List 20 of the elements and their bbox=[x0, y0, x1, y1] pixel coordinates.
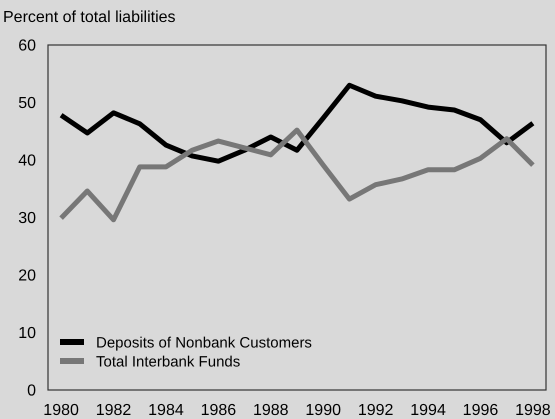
y-tick-label: 50 bbox=[18, 95, 36, 112]
y-tick-label: 0 bbox=[27, 382, 36, 400]
x-tick-label: 1988 bbox=[252, 402, 289, 419]
legend-label: Deposits of Nonbank Customers bbox=[96, 334, 312, 352]
y-tick-label: 30 bbox=[18, 210, 36, 228]
x-tick-label: 1982 bbox=[96, 402, 132, 419]
x-tick-label: 1998 bbox=[515, 402, 551, 419]
legend-label: Total Interbank Funds bbox=[96, 353, 240, 370]
y-tick-label: 40 bbox=[18, 152, 36, 170]
x-tick-label: 1986 bbox=[200, 402, 236, 419]
y-tick-label: 20 bbox=[18, 268, 36, 285]
x-tick-label: 1980 bbox=[43, 402, 80, 419]
x-tick-label: 1994 bbox=[410, 402, 446, 419]
y-tick-label: 60 bbox=[18, 38, 36, 55]
x-tick-label: 1996 bbox=[462, 402, 498, 419]
x-tick-label: 1990 bbox=[305, 402, 342, 419]
y-tick-label: 10 bbox=[18, 325, 36, 342]
x-tick-label: 1984 bbox=[148, 402, 184, 419]
y-axis-title: Percent of total liabilities bbox=[3, 9, 176, 26]
x-tick-label: 1992 bbox=[358, 402, 394, 419]
